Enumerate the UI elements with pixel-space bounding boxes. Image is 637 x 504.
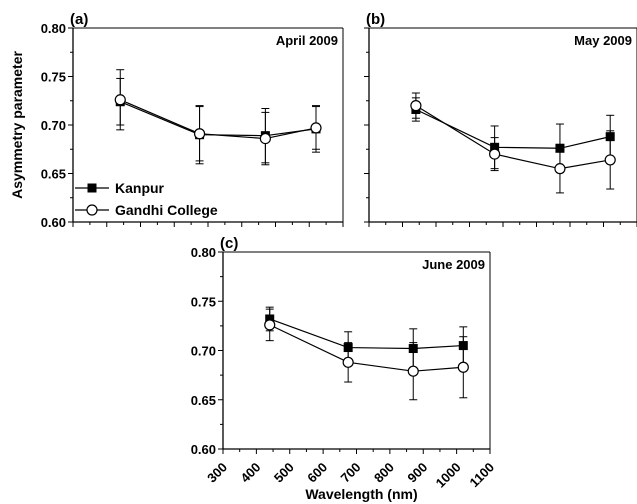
data-point-circle	[410, 99, 422, 112]
data-point-circle	[193, 128, 206, 140]
x-axis-title: Wavelength (nm)	[305, 486, 417, 502]
y-tick-label: 0.75	[191, 294, 216, 309]
y-tick-label: 0.65	[191, 393, 216, 408]
data-point-circle	[310, 122, 322, 134]
y-tick-label: 0.75	[41, 70, 66, 85]
y-tick-label: 0.70	[191, 344, 216, 359]
data-point-circle	[554, 163, 566, 175]
x-tick-label: 900	[404, 460, 430, 486]
x-tick-label: 1000	[433, 460, 464, 491]
series-gandhi-college	[114, 69, 322, 166]
panel-tag: (b)	[366, 11, 385, 28]
panel-title: May 2009	[574, 33, 632, 48]
y-tick-label: 0.80	[191, 245, 216, 260]
data-point-circle	[407, 365, 419, 377]
y-tick-label: 0.70	[41, 118, 66, 133]
legend-circle-marker	[86, 204, 98, 216]
y-tick-label: 0.65	[41, 167, 66, 182]
data-point-circle	[457, 361, 469, 373]
panel-title: April 2009	[276, 33, 338, 48]
legend-square-marker	[87, 183, 97, 193]
panel-a: 0.60 0.65 0.70 0.75 0.80 (a) April 2009 Asymmet…	[9, 11, 344, 230]
series-line	[120, 99, 317, 140]
series-kanpur	[411, 97, 615, 174]
x-tick-label: 500	[271, 460, 297, 486]
data-point-circle	[259, 132, 271, 145]
data-point-circle	[604, 154, 616, 166]
panel-title: June 2009	[422, 257, 485, 272]
x-tick-label: 300	[204, 460, 230, 486]
panel-tag: (a)	[70, 11, 88, 28]
y-tick-label: 0.60	[191, 442, 216, 457]
data-point-circle	[114, 94, 126, 106]
legend-label: Kanpur	[115, 180, 165, 196]
series-line	[269, 318, 464, 350]
series-line	[415, 105, 611, 170]
series-line	[415, 108, 611, 149]
data-point-circle	[264, 319, 276, 331]
legend-label: Gandhi College	[115, 202, 218, 218]
y-tick-label: 0.60	[41, 215, 66, 230]
x-tick-label: 800	[371, 460, 397, 486]
panel-b: (b) May 2009	[364, 11, 637, 227]
data-point-circle	[489, 148, 501, 160]
x-tick-label: 700	[338, 460, 364, 486]
x-tick-label: 400	[238, 460, 264, 486]
y-axis-title: Asymmetry parameter	[9, 51, 25, 199]
data-point-circle	[342, 356, 354, 368]
x-tick-label: 600	[304, 460, 330, 486]
legend: Kanpur Gandhi College	[75, 180, 218, 218]
panel-c: 0.60 0.65 0.70 0.75 0.80 300 400 500 600 700 800 90…	[191, 235, 497, 502]
series-gandhi-college	[410, 92, 616, 194]
series-gandhi-college	[264, 308, 469, 401]
panel-tag: (c)	[220, 235, 238, 252]
series-line	[269, 324, 464, 372]
series-kanpur	[115, 77, 321, 165]
x-tick-label: 1100	[467, 460, 498, 491]
y-tick-label: 0.80	[41, 21, 66, 36]
series-line	[120, 101, 317, 137]
